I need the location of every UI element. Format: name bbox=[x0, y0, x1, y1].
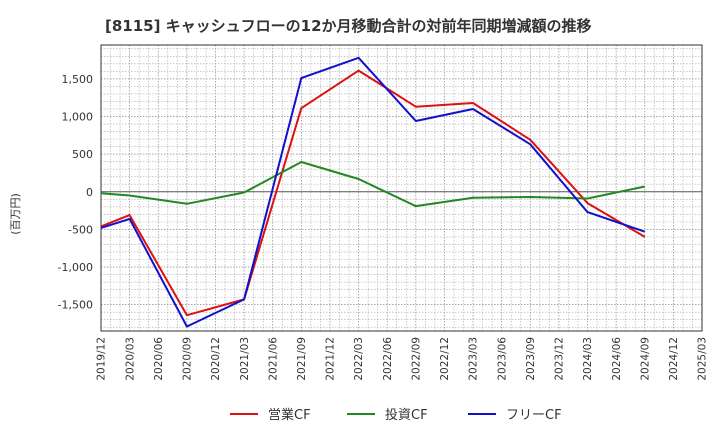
x-tick-label: 2020/09 bbox=[182, 337, 194, 381]
x-tick-label: 2024/09 bbox=[639, 337, 651, 381]
x-tick-label: 2022/06 bbox=[382, 337, 394, 381]
x-tick-label: 2025/03 bbox=[697, 337, 709, 381]
x-tick-label: 2023/09 bbox=[525, 337, 537, 381]
y-tick-label: 1,500 bbox=[62, 73, 94, 86]
chart-title: [8115] キャッシュフローの12か月移動合計の対前年同期増減額の推移 bbox=[105, 17, 592, 35]
x-tick-label: 2021/06 bbox=[267, 337, 279, 381]
y-axis-ticks: 1,500 1,000 500 0 -500 -1,000 -1,500 bbox=[58, 73, 93, 312]
x-tick-label: 2022/12 bbox=[439, 337, 451, 381]
series-lines bbox=[100, 56, 646, 328]
legend: 営業CF 投資CF フリーCF bbox=[230, 407, 562, 423]
x-tick-label: 2024/12 bbox=[668, 337, 680, 381]
x-tick-label: 2024/03 bbox=[582, 337, 594, 381]
x-tick-label: 2021/12 bbox=[325, 337, 337, 381]
y-tick-label: -500 bbox=[68, 223, 93, 236]
x-tick-label: 2022/03 bbox=[353, 337, 365, 381]
y-tick-label: 1,000 bbox=[62, 111, 94, 124]
x-tick-label: 2023/03 bbox=[468, 337, 480, 381]
y-axis-label: (百万円) bbox=[9, 193, 22, 235]
plot-frame bbox=[100, 44, 703, 332]
x-tick-label: 2021/03 bbox=[239, 337, 251, 381]
x-axis-ticks: 2019/12 2020/03 2020/06 2020/09 2020/12 2021/… bbox=[96, 337, 709, 381]
legend-label-3: フリーCF bbox=[506, 408, 562, 423]
x-tick-label: 2020/12 bbox=[210, 337, 222, 381]
x-tick-label: 2024/06 bbox=[611, 337, 623, 381]
y-tick-label: 500 bbox=[72, 148, 93, 161]
legend-label-2: 投資CF bbox=[385, 407, 428, 423]
series-line-3 bbox=[100, 56, 646, 328]
grid bbox=[101, 45, 702, 331]
series-line-1 bbox=[100, 69, 646, 317]
x-tick-label: 2023/06 bbox=[496, 337, 508, 381]
x-tick-label: 2020/06 bbox=[153, 337, 165, 381]
x-tick-label: 2022/09 bbox=[410, 337, 422, 381]
series-line-2 bbox=[100, 161, 646, 208]
y-tick-label: -1,500 bbox=[58, 299, 93, 312]
x-tick-label: 2021/09 bbox=[296, 337, 308, 381]
y-tick-label: -1,000 bbox=[58, 261, 93, 274]
x-tick-label: 2023/12 bbox=[554, 337, 566, 381]
legend-label-1: 営業CF bbox=[268, 407, 311, 423]
y-tick-label: 0 bbox=[86, 186, 93, 199]
x-tick-label: 2020/03 bbox=[124, 337, 136, 381]
x-tick-label: 2019/12 bbox=[96, 337, 108, 381]
